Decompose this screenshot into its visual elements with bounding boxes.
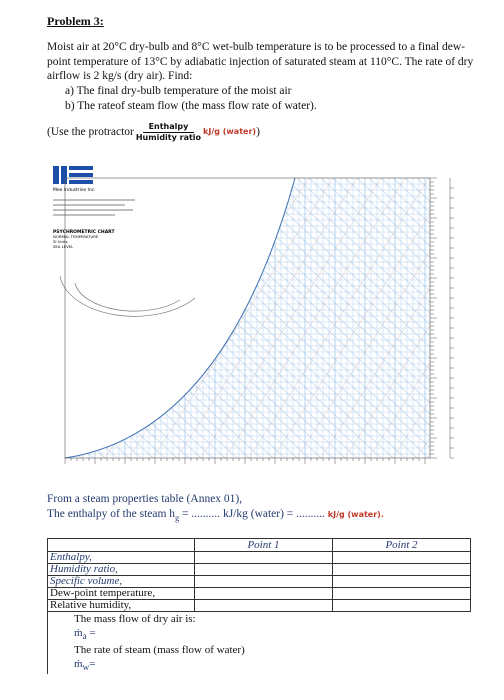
grid-line: [296, 178, 430, 458]
header-cell: Point 1: [194, 538, 333, 552]
text: From a steam properties table (Annex 01)…: [47, 493, 243, 505]
problem-statement: Moist air at 20°C dry-bulb and 8°C wet-b…: [47, 41, 474, 82]
symbol: ṁ: [74, 658, 83, 671]
equals: =: [89, 658, 96, 671]
text: The enthalpy of the steam hg = .........…: [47, 507, 384, 526]
subscript: a: [82, 631, 87, 642]
grid-line: [272, 178, 430, 458]
cell: [47, 538, 195, 552]
unit: kJ/g (water): [203, 127, 257, 137]
psychrometric-chart: Mee Industries Inc. PSYCHROMETRIC CHART …: [45, 158, 475, 478]
cell: [194, 587, 333, 600]
grid-line: [320, 178, 430, 458]
text: The rate of steam (mass flow of water): [74, 644, 245, 657]
grid-line: [296, 178, 430, 458]
task: a) The final dry-bulb temperature of the…: [65, 85, 292, 97]
unit: kJ/g (water).: [327, 509, 384, 519]
grid-line: [224, 178, 406, 458]
blank: = ..........: [181, 507, 221, 520]
bottom-scale: [64, 458, 426, 464]
steam-note: From a steam properties table (Annex 01)…: [47, 492, 384, 525]
text: The enthalpy of the steam h: [47, 507, 176, 520]
cell: [332, 563, 471, 576]
company: Mee Industries Inc.: [53, 187, 96, 193]
protractor: [59, 275, 196, 317]
numerator: Enthalpy: [142, 122, 195, 133]
cell: [332, 575, 471, 588]
text: (Use the protractor: [47, 126, 134, 139]
text: The mass flow of dry air is:: [74, 613, 196, 625]
grid-line: [248, 178, 430, 458]
header-cell: Point 2: [332, 538, 471, 552]
grid-line: [332, 178, 430, 458]
row-label: Humidity ratio,: [47, 563, 195, 576]
tasks: a) The final dry-bulb temperature of the…: [65, 84, 317, 113]
grid-line: [152, 178, 334, 458]
grid-line: [284, 178, 430, 458]
logo: [53, 166, 93, 184]
chart-title: PSYCHROMETRIC CHART: [53, 229, 115, 235]
row-label: Specific volume,: [47, 575, 195, 588]
blank: ..........: [296, 507, 325, 520]
formula: ṁa =: [74, 626, 469, 643]
right-scale: [430, 177, 454, 459]
equals: =: [89, 627, 96, 639]
grid-line: [176, 178, 358, 458]
fraction: Enthalpy Humidity ratio: [136, 122, 201, 143]
grid-line: [392, 178, 430, 458]
saturation-curve: [64, 177, 296, 459]
grid-line: [272, 178, 430, 458]
row-label: Relative humidity,: [47, 599, 195, 612]
grid-line: [368, 178, 430, 458]
cell: [332, 551, 471, 564]
task: b) The rateof steam flow (the mass flow …: [65, 99, 317, 112]
subscript: w: [82, 662, 90, 673]
grid-line: [320, 178, 430, 458]
cell: [194, 599, 333, 612]
text: ): [256, 126, 260, 139]
grid-line: [356, 178, 430, 458]
symbol: ṁ: [74, 627, 83, 639]
cell: [332, 587, 471, 600]
cell: [332, 599, 471, 612]
formula: ṁw=: [74, 657, 469, 674]
chart-info: SEA LEVEL: [53, 244, 74, 249]
protractor-note: (Use the protractor Enthalpy Humidity ra…: [47, 122, 260, 143]
grid-line: [308, 178, 430, 458]
row-label: Dew-point temperature,: [47, 587, 195, 600]
grid-line: [344, 178, 430, 458]
denominator: Humidity ratio: [135, 133, 202, 142]
cell: [194, 575, 333, 588]
chart-info: SI Units: [53, 239, 67, 244]
chart-background: [45, 158, 475, 478]
cell: [194, 563, 333, 576]
cell: [194, 551, 333, 564]
grid-line: [368, 178, 430, 458]
notes-cell: The mass flow of dry air is: ṁa = The ra…: [47, 611, 471, 675]
results-table: Point 1 Point 2 Enthalpy, Humidity ratio…: [47, 538, 471, 675]
row-label: Enthalpy,: [47, 551, 195, 564]
subscript: g: [175, 512, 180, 522]
grid-line: [200, 178, 382, 458]
grid-line: [344, 178, 430, 458]
unit: kJ/kg (water) =: [222, 507, 294, 520]
grid-line: [248, 178, 430, 458]
problem-title: Problem 3:: [47, 14, 104, 28]
chart-info: NORMAL TEMPERATURE: [53, 234, 99, 239]
